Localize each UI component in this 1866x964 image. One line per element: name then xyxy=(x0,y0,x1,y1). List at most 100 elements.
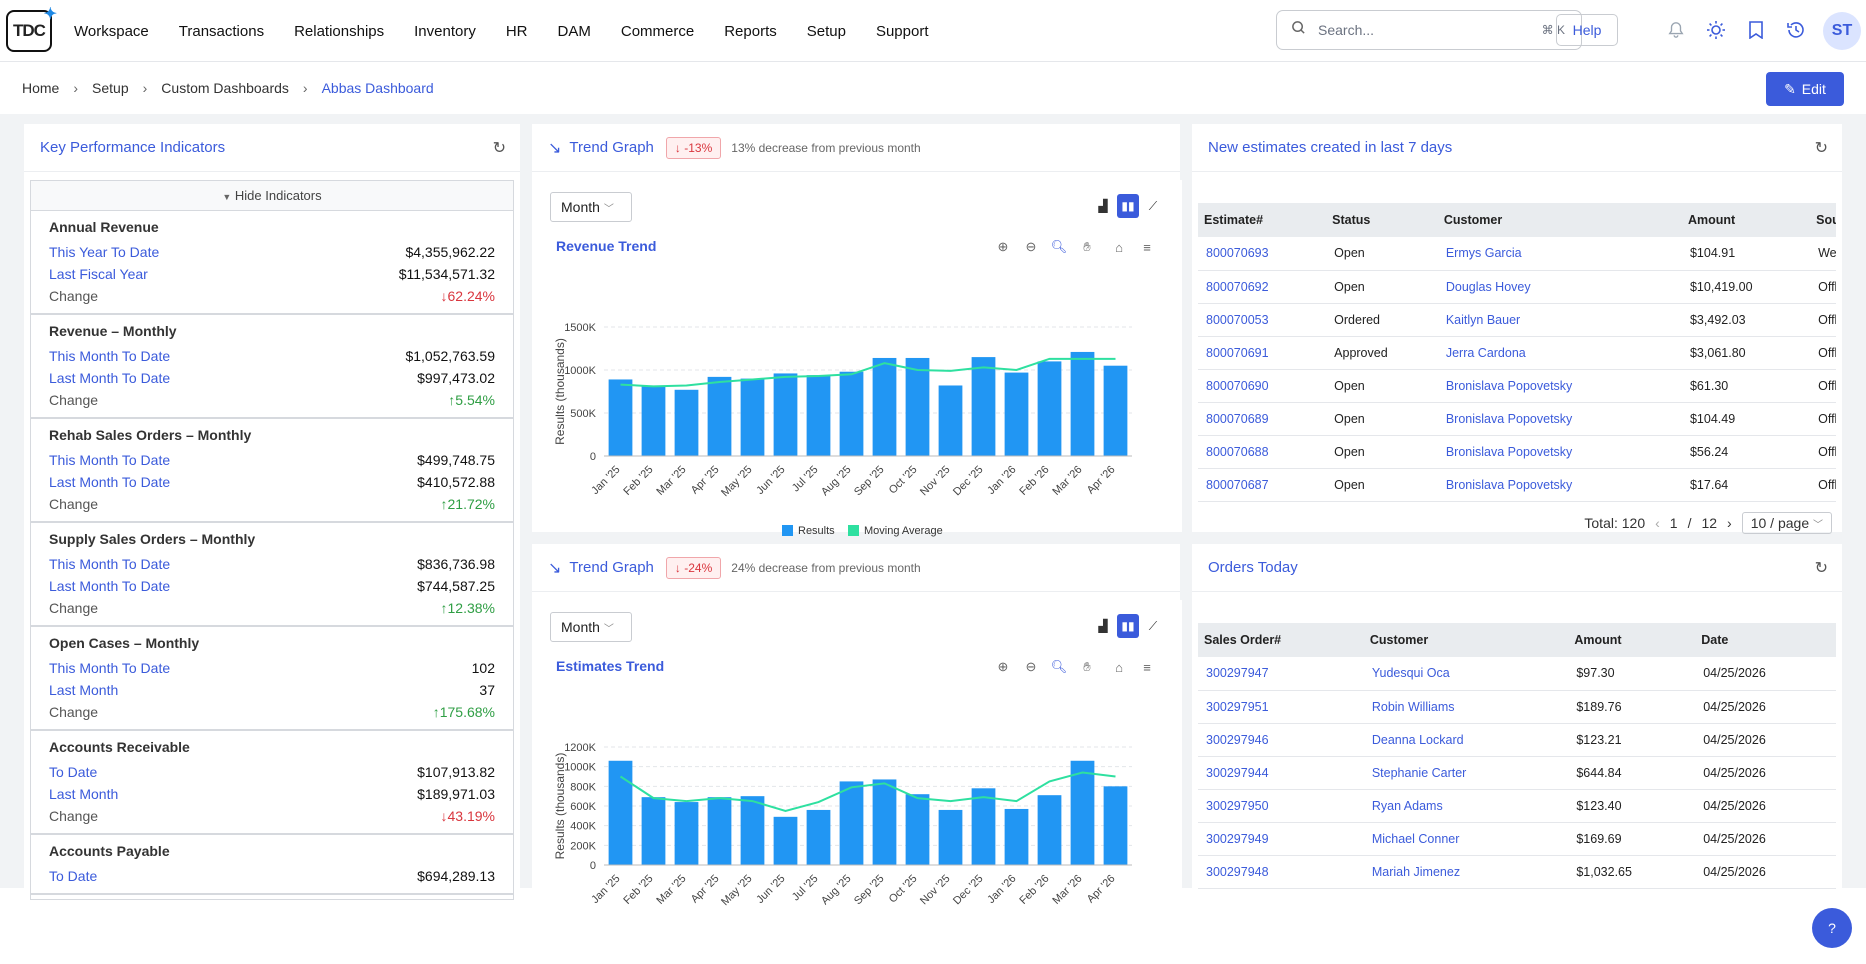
table-row[interactable]: 800070691 Approved Jerra Cardona $3,061.80 O… xyxy=(1198,336,1836,370)
table-cell[interactable]: Bronislava Popovetsky xyxy=(1437,468,1682,502)
kpi-row-label[interactable]: Last Month To Date xyxy=(49,370,171,386)
kpi-row-label[interactable]: Last Month xyxy=(49,682,119,698)
table-cell[interactable]: Ermys Garcia xyxy=(1437,237,1682,271)
kpi-row-label[interactable]: Last Month xyxy=(49,786,119,802)
zoom-select-icon[interactable]: 🔍︎ xyxy=(1050,239,1068,254)
page-size-select[interactable]: 10 / page ﹀ xyxy=(1741,512,1832,534)
table-cell[interactable]: Stephanie Carter xyxy=(1363,756,1569,790)
table-cell[interactable]: 800070689 xyxy=(1198,402,1327,436)
line-chart-icon[interactable]: ⟋ xyxy=(1148,198,1158,213)
tdc-logo[interactable]: TDC ✦ xyxy=(6,6,57,52)
table-cell[interactable]: Jerra Cardona xyxy=(1437,336,1682,370)
table-row[interactable]: 300297950 Ryan Adams $123.40 04/25/2026 xyxy=(1198,789,1836,823)
history-icon[interactable] xyxy=(1785,19,1807,41)
zoom-out-icon[interactable]: ⊖ xyxy=(1025,659,1037,674)
hide-indicators-toggle[interactable]: ▼ Hide Indicators xyxy=(31,181,513,211)
table-cell[interactable]: Ryan Adams xyxy=(1363,789,1569,823)
table-cell[interactable]: 300297949 xyxy=(1198,822,1364,856)
table-row[interactable]: 800070687 Open Bronislava Popovetsky $17.64… xyxy=(1198,468,1836,502)
zoom-select-icon[interactable]: 🔍︎ xyxy=(1050,659,1068,674)
table-row[interactable]: 800070690 Open Bronislava Popovetsky $61.30… xyxy=(1198,369,1836,403)
table-row[interactable]: 300297949 Michael Conner $169.69 04/25/2026 xyxy=(1198,822,1836,856)
table-row[interactable]: 300297946 Deanna Lockard $123.21 04/25/2026 xyxy=(1198,723,1836,757)
table-cell[interactable]: Bronislava Popovetsky xyxy=(1437,369,1682,403)
user-avatar[interactable]: ST xyxy=(1823,12,1861,50)
nav-item-reports[interactable]: Reports xyxy=(724,22,777,40)
column-header[interactable]: Amount xyxy=(1681,203,1811,237)
kpi-row-label[interactable]: This Month To Date xyxy=(49,452,171,468)
table-cell[interactable]: 300297950 xyxy=(1198,789,1364,823)
breadcrumb-item[interactable]: Abbas Dashboard xyxy=(321,80,434,96)
nav-item-dam[interactable]: DAM xyxy=(557,22,591,40)
table-cell[interactable]: 800070053 xyxy=(1198,303,1327,337)
table-cell[interactable]: 800070690 xyxy=(1198,369,1327,403)
table-cell[interactable]: Michael Conner xyxy=(1363,822,1569,856)
area-chart-icon[interactable]: ▟ xyxy=(1098,199,1108,213)
current-page[interactable]: 1 xyxy=(1669,515,1678,531)
table-row[interactable]: 800070053 Ordered Kaitlyn Bauer $3,492.03 Of… xyxy=(1198,303,1836,337)
nav-item-relationships[interactable]: Relationships xyxy=(294,22,385,40)
breadcrumb-item[interactable]: Setup xyxy=(92,80,129,96)
kpi-row-label[interactable]: To Date xyxy=(49,764,98,780)
home-icon[interactable]: ⌂ xyxy=(1115,659,1123,675)
nav-item-support[interactable]: Support xyxy=(875,22,929,40)
table-row[interactable]: 300297948 Mariah Jimenez $1,032.65 04/25/20… xyxy=(1198,855,1836,889)
table-cell[interactable]: 300297951 xyxy=(1198,690,1364,724)
table-cell[interactable]: 300297946 xyxy=(1198,723,1364,757)
refresh-icon[interactable]: ↻ xyxy=(492,140,506,157)
table-cell[interactable]: 300297948 xyxy=(1198,855,1364,889)
home-icon[interactable]: ⌂ xyxy=(1115,239,1123,255)
pan-icon[interactable]: ✋︎ xyxy=(1083,659,1091,674)
kpi-row-label[interactable]: This Month To Date xyxy=(49,556,171,572)
kpi-row-label[interactable]: This Month To Date xyxy=(49,348,171,364)
menu-icon[interactable]: ≡ xyxy=(1143,659,1151,675)
zoom-in-icon[interactable]: ⊕ xyxy=(997,659,1009,674)
prev-page-icon[interactable]: ‹ xyxy=(1655,515,1660,531)
column-header[interactable]: Amount xyxy=(1568,623,1696,657)
column-header[interactable]: Customer xyxy=(1363,623,1569,657)
edit-button[interactable]: ✎ Edit xyxy=(1766,72,1844,106)
period-select[interactable]: Month ﹀ xyxy=(550,192,632,222)
table-cell[interactable]: 300297944 xyxy=(1198,756,1364,790)
bar-chart-icon[interactable]: ▮▮ xyxy=(1117,614,1139,638)
table-row[interactable]: 300297947 Yudesqui Oca $97.30 04/25/2026 xyxy=(1198,657,1836,691)
column-header[interactable]: Customer xyxy=(1437,203,1682,237)
breadcrumb-item[interactable]: Custom Dashboards xyxy=(161,80,289,96)
area-chart-icon[interactable]: ▟ xyxy=(1098,619,1108,633)
nav-item-workspace[interactable]: Workspace xyxy=(74,22,149,40)
refresh-icon[interactable]: ↻ xyxy=(1814,560,1828,577)
kpi-row-label[interactable]: To Date xyxy=(49,868,98,884)
table-cell[interactable]: 800070688 xyxy=(1198,435,1327,469)
period-select[interactable]: Month ﹀ xyxy=(550,612,632,642)
kpi-row-label[interactable]: Last Month To Date xyxy=(49,474,171,490)
table-row[interactable]: 800070689 Open Bronislava Popovetsky $104.4… xyxy=(1198,402,1836,436)
table-cell[interactable]: Kaitlyn Bauer xyxy=(1437,303,1682,337)
pan-icon[interactable]: ✋︎ xyxy=(1083,239,1091,254)
column-header[interactable]: Sales Order# xyxy=(1198,623,1364,657)
table-row[interactable]: 300297944 Stephanie Carter $644.84 04/25/20… xyxy=(1198,756,1836,790)
help-button[interactable]: Help xyxy=(1556,14,1618,46)
column-header[interactable]: Estimate# xyxy=(1198,203,1327,237)
table-row[interactable]: 300297951 Robin Williams $189.76 04/25/2026 xyxy=(1198,690,1836,724)
kpi-row-label[interactable]: This Year To Date xyxy=(49,244,160,260)
nav-item-transactions[interactable]: Transactions xyxy=(178,22,265,40)
bookmark-icon[interactable] xyxy=(1745,19,1767,41)
search-box[interactable]: Search... ⌘ K xyxy=(1276,10,1582,50)
help-fab-button[interactable]: ? xyxy=(1812,908,1852,948)
table-cell[interactable]: 800070687 xyxy=(1198,468,1327,502)
column-header[interactable]: Source xyxy=(1810,203,1836,237)
column-header[interactable]: Status xyxy=(1326,203,1438,237)
table-cell[interactable]: Robin Williams xyxy=(1363,690,1569,724)
table-cell[interactable]: Deanna Lockard xyxy=(1363,723,1569,757)
refresh-icon[interactable]: ↻ xyxy=(1814,140,1828,157)
nav-item-setup[interactable]: Setup xyxy=(806,22,846,40)
table-cell[interactable]: Mariah Jimenez xyxy=(1363,855,1569,889)
column-header[interactable]: Date xyxy=(1695,623,1836,657)
table-cell[interactable]: Bronislava Popovetsky xyxy=(1437,402,1682,436)
table-cell[interactable]: 300297947 xyxy=(1198,657,1364,691)
table-cell[interactable]: Bronislava Popovetsky xyxy=(1437,435,1682,469)
nav-item-hr[interactable]: HR xyxy=(505,22,528,40)
sun-icon[interactable] xyxy=(1705,19,1727,41)
